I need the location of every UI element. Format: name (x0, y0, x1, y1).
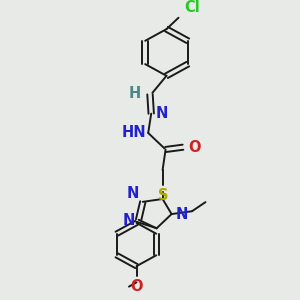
Text: N: N (126, 186, 139, 201)
Text: O: O (130, 279, 143, 294)
Text: N: N (176, 207, 188, 222)
Text: Cl: Cl (184, 0, 200, 15)
Text: O: O (188, 140, 200, 155)
Text: HN: HN (121, 124, 146, 140)
Text: N: N (156, 106, 168, 121)
Text: H: H (129, 86, 141, 101)
Text: N: N (123, 213, 135, 228)
Text: S: S (158, 188, 169, 203)
